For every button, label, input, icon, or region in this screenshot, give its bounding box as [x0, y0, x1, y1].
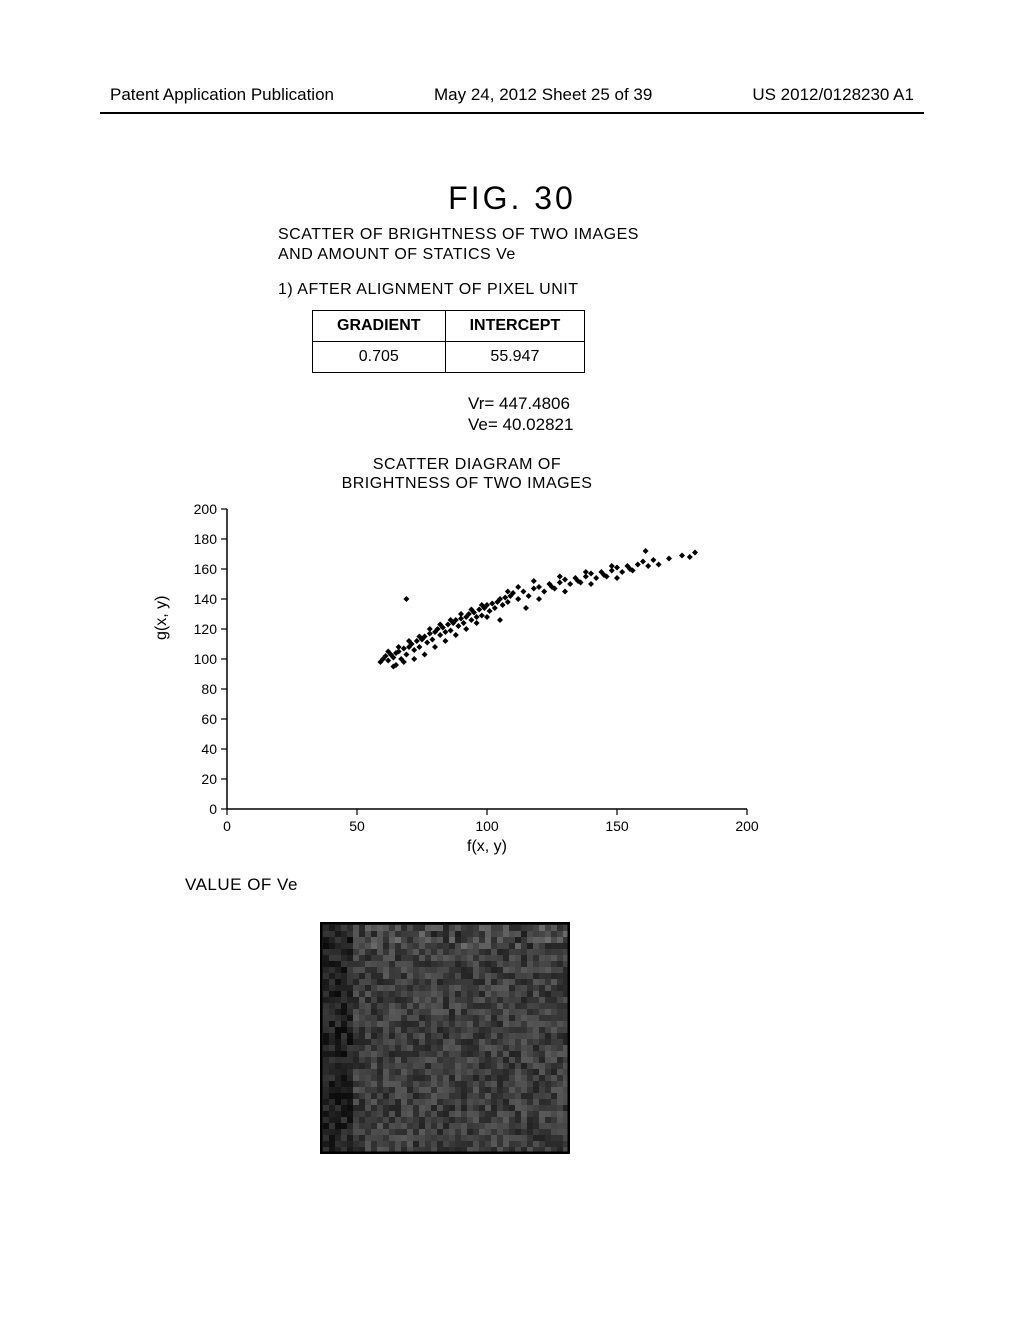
- stat-vr: Vr= 447.4806: [468, 393, 573, 414]
- stats-block: Vr= 447.4806 Ve= 40.02821: [468, 393, 573, 436]
- svg-text:160: 160: [194, 561, 218, 577]
- table-header-intercept: INTERCEPT: [445, 311, 585, 342]
- chart-title-line-1: SCATTER DIAGRAM OF: [373, 456, 561, 473]
- vr-label: Vr=: [468, 394, 494, 413]
- figure-title: FIG. 30: [0, 180, 1024, 217]
- table-cell-gradient: 0.705: [313, 342, 446, 373]
- svg-text:200: 200: [194, 501, 218, 517]
- header-left: Patent Application Publication: [110, 85, 334, 105]
- table-cell-intercept: 55.947: [445, 342, 585, 373]
- svg-text:50: 50: [349, 818, 365, 834]
- caption-line-2: AND AMOUNT OF STATICS Ve: [278, 245, 639, 265]
- svg-text:100: 100: [475, 818, 499, 834]
- table-header-gradient: GRADIENT: [313, 311, 446, 342]
- svg-text:60: 60: [201, 711, 217, 727]
- svg-text:200: 200: [735, 818, 759, 834]
- page-header: Patent Application Publication May 24, 2…: [0, 85, 1024, 105]
- chart-title-line-2: BRIGHTNESS OF TWO IMAGES: [342, 475, 593, 492]
- figure-subcaption: 1) AFTER ALIGNMENT OF PIXEL UNIT: [278, 281, 579, 299]
- svg-text:20: 20: [201, 771, 217, 787]
- svg-text:0: 0: [209, 801, 217, 817]
- ve-label: Ve=: [468, 415, 498, 434]
- chart-title: SCATTER DIAGRAM OF BRIGHTNESS OF TWO IMA…: [172, 455, 762, 493]
- y-axis-label: g(x, y): [153, 596, 171, 640]
- stat-ve: Ve= 40.02821: [468, 414, 573, 435]
- vr-value: 447.4806: [499, 394, 570, 413]
- svg-text:150: 150: [605, 818, 629, 834]
- header-rule: [100, 112, 924, 114]
- ve-value: 40.02821: [503, 415, 574, 434]
- svg-text:100: 100: [194, 651, 218, 667]
- scatter-chart: SCATTER DIAGRAM OF BRIGHTNESS OF TWO IMA…: [172, 455, 762, 859]
- svg-text:f(x, y): f(x, y): [467, 838, 507, 855]
- ve-image-svg: [320, 922, 570, 1154]
- svg-text:120: 120: [194, 621, 218, 637]
- scatter-svg: 0 50 100 150 200 0 20 40 60 80 100 120 140 160 180 200 f…: [172, 499, 762, 859]
- header-right: US 2012/0128230 A1: [752, 85, 914, 105]
- ve-value-image: [320, 922, 570, 1154]
- ve-section-label: VALUE OF Ve: [185, 875, 298, 895]
- svg-text:180: 180: [194, 531, 218, 547]
- regression-table: GRADIENT INTERCEPT 0.705 55.947: [312, 310, 585, 373]
- figure-caption: SCATTER OF BRIGHTNESS OF TWO IMAGES AND …: [278, 225, 639, 265]
- svg-text:0: 0: [223, 818, 231, 834]
- svg-text:80: 80: [201, 681, 217, 697]
- svg-text:40: 40: [201, 741, 217, 757]
- svg-text:140: 140: [194, 591, 218, 607]
- header-center: May 24, 2012 Sheet 25 of 39: [434, 85, 652, 105]
- caption-line-1: SCATTER OF BRIGHTNESS OF TWO IMAGES: [278, 225, 639, 245]
